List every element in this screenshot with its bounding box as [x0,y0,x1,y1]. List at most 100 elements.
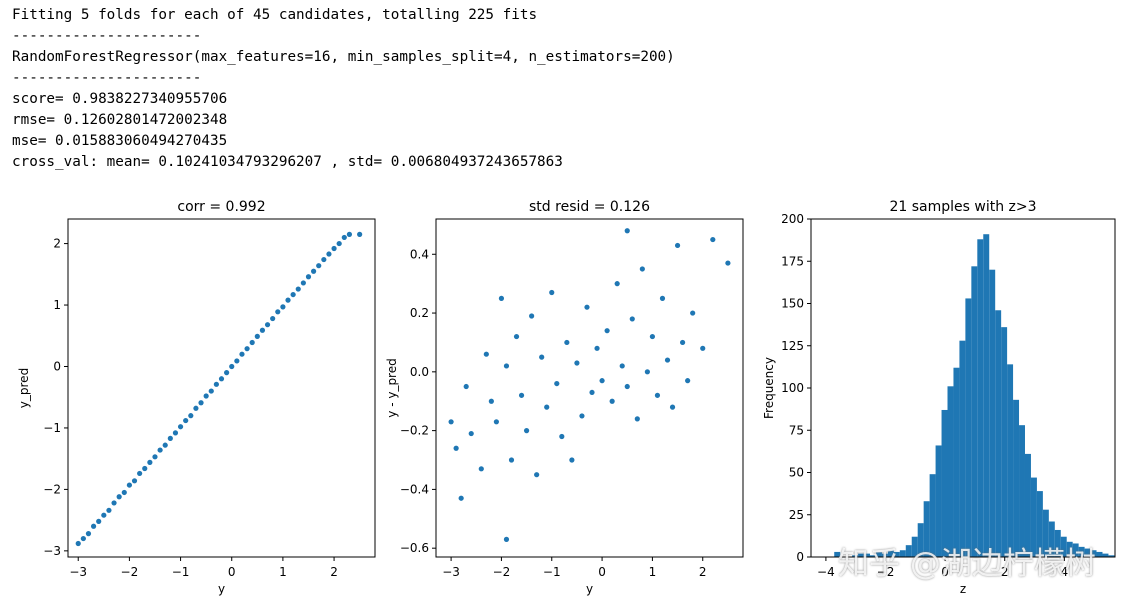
histogram-bar [1078,546,1085,557]
x-tick-label: 2 [330,565,338,579]
x-axis-label: z [960,582,966,596]
scatter-point [725,260,731,266]
scatter-point [483,351,489,357]
scatter-point [634,416,640,422]
scatter-point [142,465,148,472]
y-axis-label: y - y_pred [385,358,399,417]
scatter-point [685,378,691,384]
histogram-bar [1084,548,1091,557]
scatter-point [239,351,245,357]
scatter-point [249,339,255,346]
y-tick-label: 2 [53,237,61,251]
y-tick-label: 150 [781,297,804,311]
scatter-point [569,457,575,463]
scatter-point [254,333,260,339]
y-tick-label: 0.0 [410,365,429,379]
scatter-point [336,240,342,247]
scatter-point [183,417,189,424]
scatter-point [503,536,510,542]
scatter-point [574,360,580,366]
scatter-point [90,523,97,529]
scatter-point [96,518,102,524]
scatter-point [539,354,545,360]
scatter-point [589,389,595,396]
scatter-point [549,289,555,296]
scatter-point [564,339,570,346]
scatter-point [229,363,235,370]
y-tick-label: 200 [781,212,804,226]
scatter-point [664,357,671,363]
histogram-bar [1036,491,1043,557]
scatter-point [594,345,600,351]
scatter-point [629,316,635,322]
scatter-point [147,459,153,465]
x-tick-label: 0 [941,565,949,579]
chart-title: 21 samples with z>3 [889,199,1036,215]
x-tick-label: 4 [1061,565,1069,579]
console-separator: ---------------------- [12,70,202,86]
console-line-rmse: rmse= 0.12602801472002348 [12,112,228,128]
scatter-point [193,405,199,411]
scatter-point [579,413,585,419]
scatter-point [523,428,530,434]
scatter-point [599,378,605,384]
histogram-bar [1048,521,1055,557]
histogram-bar [947,386,954,557]
x-tick-label: 0 [228,565,236,579]
y-tick-label: 0 [796,550,804,564]
scatter-point [116,494,122,500]
scatter-point [311,268,317,274]
scatter-point [203,393,209,399]
plot-histogram: 21 samples with z>3 −4 −2 0 2 4 0 25 50 75 100 125 1… [745,190,1127,610]
scatter-point [157,447,163,453]
x-tick-label: −2 [877,565,895,579]
histogram-bar [965,298,972,557]
y-tick-label: 0 [53,359,61,373]
scatter-point [463,383,469,390]
y-axis-label: Frequency [762,357,776,419]
scatter-point [290,291,296,298]
scatter-point [75,540,81,547]
scatter-point [508,457,515,463]
scatter-point [213,381,219,387]
histogram-bar [971,266,978,557]
y-tick-label: 0.2 [410,306,429,320]
y-tick-label: 25 [789,508,804,522]
scatter-point [554,380,560,387]
y-tick-label: 1 [53,298,61,312]
scatter-point [126,482,132,488]
scatter-point [326,251,332,257]
x-tick-label: −3 [69,565,87,579]
scatter-point [710,236,716,243]
scatter-point [604,328,610,334]
histogram-bar [1108,555,1115,557]
residual-scatter-chart: std resid = 0.126 −3 −2 −1 0 1 2 −0.6 −0.4 −0.2 0.… [385,199,744,596]
y-tick-label: −1 [43,421,61,435]
scatter-point [106,507,112,513]
scatter-point [624,383,630,390]
y-axis-label: y_pred [17,368,31,408]
scatter-point [162,442,168,448]
histogram-bar [989,269,996,557]
y-tick-label: 100 [781,381,804,395]
scatter-point [488,398,494,404]
histogram-bar [905,545,912,557]
scatter-point [341,234,347,241]
histogram-bar [1001,327,1008,557]
scatter-point [264,322,271,328]
scatter-point [544,404,550,410]
scatter-point [649,333,656,340]
scatter-point [534,472,540,478]
plot-corr: corr = 0.992 −3 −2 −1 0 1 2 −3 −2 −1 0 1 2 y y_pred [0,190,382,610]
histogram-bar [875,551,882,557]
scatter-point [346,231,353,237]
scatter-point [654,392,661,398]
scatter-point [208,388,214,394]
x-tick-label: −3 [442,565,460,579]
scatter-point [478,466,484,472]
histogram-bar [834,551,841,557]
histogram-bar [1030,477,1037,557]
histogram-bar [858,553,865,557]
histogram-bar [1072,543,1079,557]
scatter-point [644,369,650,375]
